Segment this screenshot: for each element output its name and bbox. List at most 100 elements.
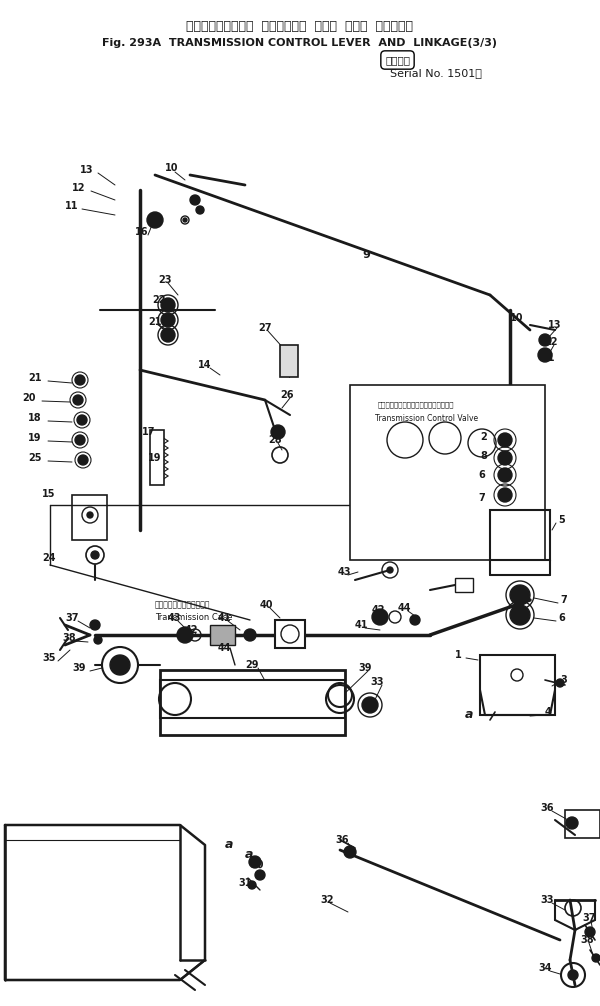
Circle shape [161,313,175,327]
Text: トランスミッションコントロールバルブ: トランスミッションコントロールバルブ [378,401,455,408]
Text: 23: 23 [158,275,172,285]
Text: Transmission Case: Transmission Case [155,614,233,623]
Text: 5: 5 [558,515,565,525]
Circle shape [161,328,175,342]
Text: 43: 43 [338,567,352,577]
Text: 7: 7 [560,595,567,605]
Circle shape [77,415,87,425]
Circle shape [538,348,552,362]
Text: 13: 13 [548,320,562,330]
Bar [480,655,555,715]
Text: Fig. 293A  TRANSMISSION CONTROL LEVER  AND  LINKAGE(3/3): Fig. 293A TRANSMISSION CONTROL LEVER AND… [103,38,497,48]
Bar [565,810,600,838]
Text: 44: 44 [218,643,232,653]
Circle shape [568,970,578,980]
Text: 19: 19 [148,453,161,463]
Circle shape [94,636,102,644]
Text: 21: 21 [28,373,41,383]
Text: 37: 37 [582,913,595,923]
Circle shape [244,629,256,641]
Bar [72,495,107,540]
Text: 26: 26 [280,390,293,400]
Circle shape [190,195,200,205]
Circle shape [510,585,530,605]
Text: 44: 44 [398,603,412,613]
Text: 40: 40 [260,600,274,610]
Bar [490,510,550,560]
Text: 41: 41 [355,620,368,630]
Text: 34: 34 [538,963,551,973]
Text: a: a [245,848,253,861]
Circle shape [91,551,99,559]
Circle shape [78,455,88,465]
Text: 37: 37 [65,613,79,623]
Text: 25: 25 [28,453,41,463]
Text: Transmission Control Valve: Transmission Control Valve [375,413,478,423]
Text: 33: 33 [370,677,383,687]
Text: 21: 21 [148,317,161,327]
Circle shape [539,334,551,346]
Text: トランスミッション  コントロール  レバー  および  リンケージ: トランスミッション コントロール レバー および リンケージ [187,20,413,33]
Text: 39: 39 [358,663,371,673]
Text: 28: 28 [268,435,281,445]
Circle shape [566,817,578,829]
Text: 11: 11 [65,201,79,211]
Circle shape [387,567,393,573]
Text: 7: 7 [478,493,485,503]
Circle shape [556,679,564,687]
Text: 適用号機: 適用号機 [385,55,410,65]
Text: 29: 29 [245,660,259,670]
Circle shape [585,927,595,937]
Text: 36: 36 [540,803,554,813]
Text: 20: 20 [22,393,35,403]
Circle shape [177,627,193,643]
Bar [160,680,345,718]
Circle shape [75,435,85,445]
Bar [150,430,164,485]
Circle shape [344,846,356,858]
Text: 36: 36 [335,835,349,845]
Text: 22: 22 [152,295,166,305]
Text: 8: 8 [480,451,487,461]
Circle shape [73,395,83,405]
Text: 13: 13 [80,165,94,175]
Circle shape [249,856,261,868]
Circle shape [183,218,187,222]
Text: 41: 41 [218,613,232,623]
Text: 42: 42 [185,625,199,635]
Circle shape [196,206,204,214]
Text: 6: 6 [478,470,485,480]
Text: 39: 39 [72,663,86,673]
Circle shape [498,488,512,502]
Circle shape [498,451,512,465]
Text: 10: 10 [165,163,179,173]
Text: 11: 11 [542,353,556,363]
Text: 24: 24 [42,553,56,563]
Bar [160,670,345,735]
Circle shape [75,375,85,385]
Text: トランスミッションケース: トランスミッションケース [155,601,211,610]
Text: 30: 30 [250,860,263,870]
Text: 43: 43 [168,613,182,623]
Text: 42: 42 [372,605,386,615]
Text: 10: 10 [510,313,523,323]
Circle shape [510,605,530,625]
Text: 31: 31 [238,878,251,888]
Circle shape [248,881,256,889]
Text: 35: 35 [42,653,56,663]
Circle shape [498,468,512,482]
Text: 17: 17 [142,427,155,437]
Text: 38: 38 [62,633,76,643]
Text: 14: 14 [198,360,212,370]
Circle shape [271,425,285,439]
Circle shape [372,609,388,625]
Text: 33: 33 [540,895,554,905]
Text: 3: 3 [560,675,567,685]
Circle shape [87,512,93,518]
Text: 27: 27 [258,323,271,333]
Text: Serial No. 1501～: Serial No. 1501～ [390,68,482,78]
Text: 4: 4 [545,707,552,717]
Circle shape [110,655,130,675]
Text: 16: 16 [135,227,149,237]
Circle shape [410,615,420,625]
